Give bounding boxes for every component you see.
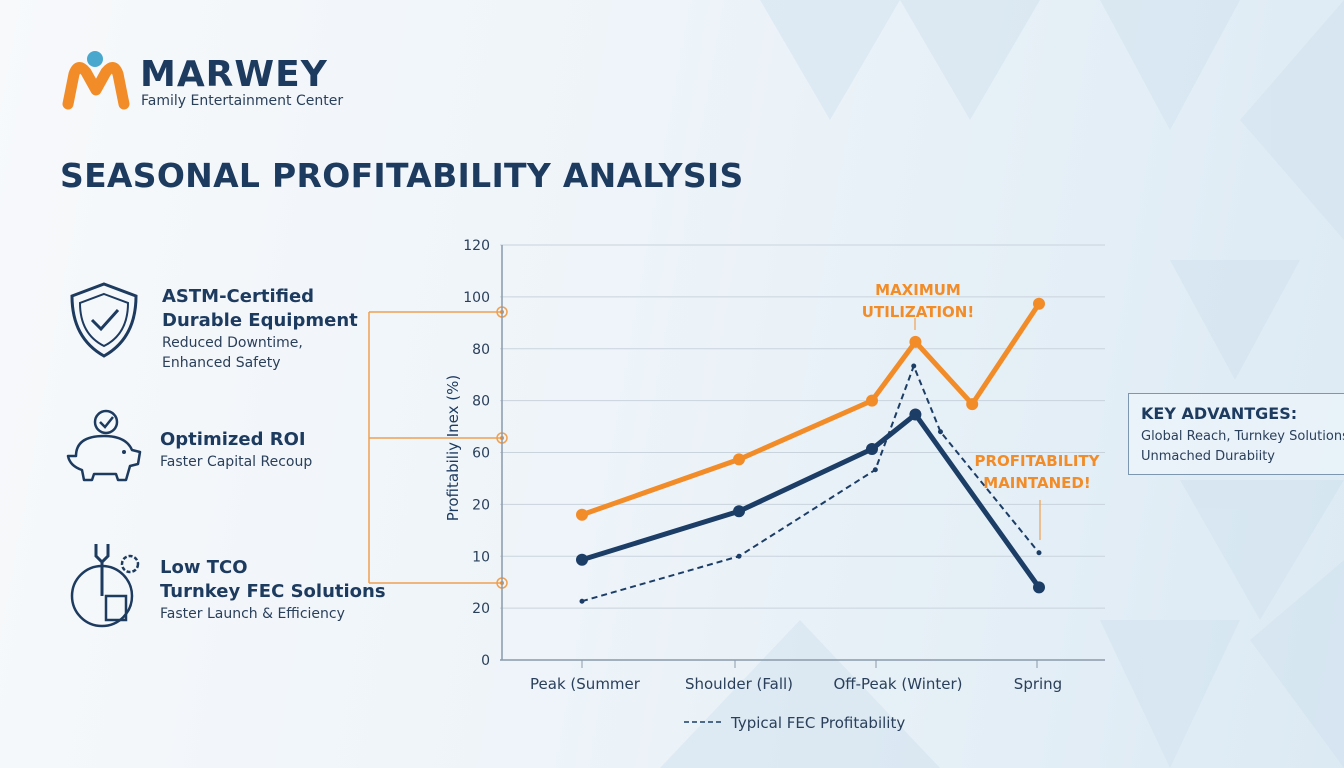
brand-logo — [62, 51, 130, 110]
brand-tagline: Family Entertainment Center — [141, 93, 344, 109]
y-tick-label: 60 — [472, 446, 490, 462]
data-point — [733, 505, 745, 518]
feature-ashtm: ASTM-Certified Durable Equipment Reduced… — [162, 285, 358, 373]
feature-subtitle: Faster Capital Recoup — [160, 454, 313, 470]
data-point — [579, 598, 585, 604]
legend-label: Typical FEC Profitability — [730, 714, 905, 732]
data-point — [576, 508, 588, 521]
x-tick-label: Peak (Summer — [530, 675, 641, 693]
y-tick-label: 20 — [472, 497, 490, 513]
tools-puzzle-icon — [70, 544, 140, 628]
data-point — [1033, 297, 1045, 310]
annotation-text: PROFITABILITY — [974, 452, 1100, 470]
feature-subtitle: Enhanced Safety — [162, 355, 281, 371]
y-tick-label: 10 — [472, 549, 490, 565]
key-advantages-line: Global Reach, Turnkey Solutions, — [1141, 429, 1344, 444]
annotation-text: MAXIMUM — [875, 281, 961, 299]
data-point — [911, 363, 917, 369]
feature-subtitle: Reduced Downtime, — [162, 335, 303, 351]
x-tick-label: Spring — [1014, 675, 1062, 693]
y-axis-label: Profitabiliy Inex (%) — [444, 375, 462, 521]
series-line-1 — [581, 411, 1042, 589]
data-point — [576, 553, 588, 566]
y-tick-label: 120 — [463, 238, 490, 254]
piggy-bank-icon — [66, 409, 142, 482]
feature-subtitle: Faster Launch & Efficiency — [160, 606, 345, 622]
data-point — [909, 335, 922, 348]
y-tick-label: 80 — [472, 394, 490, 410]
feature-roi: Optimized ROI Faster Capital Recoup — [160, 428, 312, 472]
y-tick-label: 100 — [463, 290, 490, 306]
feature-tco: Low TCO Turnkey FEC Solutions Faster Lau… — [160, 556, 386, 624]
series-line-0 — [581, 302, 1042, 518]
x-tick-label: Shoulder (Fall) — [685, 675, 793, 693]
data-point — [872, 467, 878, 473]
feature-title: Turnkey FEC Solutions — [160, 581, 386, 602]
y-tick-label: 0 — [481, 653, 490, 669]
data-point — [866, 394, 878, 407]
key-advantages-heading: KEY ADVANTGES: — [1141, 404, 1298, 423]
data-point — [937, 429, 943, 435]
data-point — [909, 408, 922, 421]
y-tick-label: 20 — [472, 601, 490, 617]
series-line-2 — [581, 365, 1040, 603]
data-point — [733, 453, 745, 466]
feature-title: ASTM-Certified — [162, 286, 315, 307]
key-advantages-line: Unmached Durabiity — [1141, 449, 1275, 464]
data-point — [736, 553, 742, 559]
brand-name: MARWEY — [140, 54, 328, 95]
data-point — [1033, 581, 1045, 594]
annotation-text: MAINTANED! — [983, 474, 1090, 492]
y-tick-label: 80 — [472, 342, 490, 358]
feature-title: Durable Equipment — [162, 310, 358, 331]
data-point — [866, 443, 878, 456]
annotation-text: UTILIZATION! — [862, 303, 974, 321]
feature-title: Optimized ROI — [160, 429, 306, 450]
data-point — [966, 398, 979, 411]
feature-icon-wrap — [68, 280, 140, 365]
data-point — [1036, 550, 1042, 556]
shield-check-icon — [70, 282, 138, 358]
key-advantages-box: KEY ADVANTGES: Global Reach, Turnkey Sol… — [1128, 393, 1344, 475]
page-title: SEASONAL PROFITABILITY ANALYSIS — [60, 156, 744, 195]
x-tick-label: Off-Peak (Winter) — [833, 675, 962, 693]
feature-title: Low TCO — [160, 557, 248, 578]
